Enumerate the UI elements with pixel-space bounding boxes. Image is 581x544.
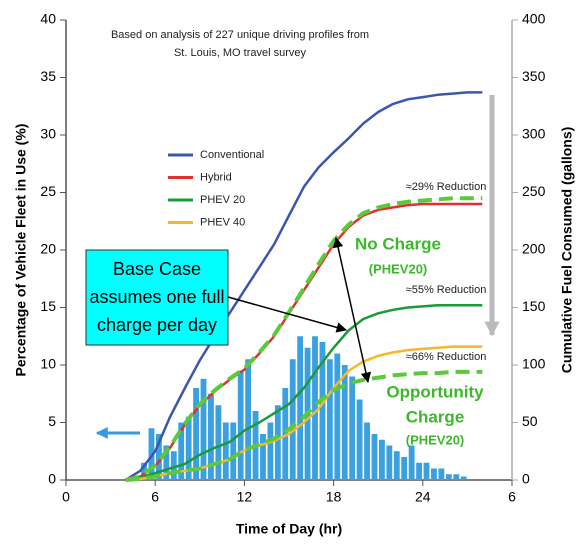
annotation: Opportunity <box>386 382 484 401</box>
bar <box>326 359 333 480</box>
bar <box>193 388 199 480</box>
y-axis-label: Percentage of Vehicle Fleet in Use (%) <box>13 124 29 377</box>
bar <box>170 451 177 480</box>
line <box>125 345 483 482</box>
bar <box>185 416 192 480</box>
y2-tick-label: 300 <box>522 126 546 142</box>
annotation: Based on analysis of 227 unique driving … <box>111 29 369 41</box>
bar <box>393 451 400 480</box>
bar <box>460 476 467 480</box>
bar <box>423 462 430 480</box>
x-tick-label: 18 <box>326 489 342 505</box>
x-tick-label: 0 <box>62 489 70 505</box>
bar <box>356 399 363 480</box>
annotation: ≈55% Reduction <box>406 284 487 296</box>
legend-label: PHEV 40 <box>200 216 245 228</box>
bar <box>408 445 415 480</box>
legend-label: PHEV 20 <box>200 194 245 206</box>
y2-tick-label: 50 <box>522 413 538 429</box>
y2-tick-label: 150 <box>522 298 546 314</box>
bar <box>208 393 214 480</box>
line <box>125 196 483 482</box>
annotation: ≈66% Reduction <box>406 351 487 363</box>
y-tick-label: 0 <box>48 471 56 487</box>
x-tick-label: 6 <box>151 489 159 505</box>
annotation: Charge <box>406 407 465 426</box>
bar <box>319 342 326 480</box>
line <box>124 91 483 482</box>
bar <box>364 422 370 480</box>
legend-label: Hybrid <box>200 171 232 183</box>
annotation: No Charge <box>355 234 441 253</box>
bar <box>282 388 289 480</box>
y-tick-label: 40 <box>40 11 56 27</box>
y2-tick-label: 350 <box>522 68 546 84</box>
y2-tick-label: 400 <box>522 11 546 27</box>
bar <box>245 359 252 480</box>
arrow <box>227 296 348 333</box>
bar <box>445 474 452 480</box>
bar <box>401 457 408 480</box>
x-tick-label: 12 <box>237 489 253 505</box>
bar <box>274 405 281 480</box>
bar <box>222 422 229 480</box>
bar <box>349 376 356 480</box>
annotation: ≈29% Reduction <box>406 181 487 193</box>
annotation: (PHEV20) <box>406 432 465 447</box>
bar <box>215 405 222 480</box>
y-tick-label: 20 <box>40 241 56 257</box>
annotation: assumes one full <box>89 287 224 307</box>
y-tick-label: 5 <box>48 413 56 429</box>
bar <box>386 445 393 480</box>
line <box>125 369 483 482</box>
bar <box>297 336 304 480</box>
bar <box>312 336 318 480</box>
bar <box>178 422 185 480</box>
bar <box>438 468 445 480</box>
bar <box>267 422 274 480</box>
legend-label: Conventional <box>200 149 264 161</box>
x-axis-label: Time of Day (hr) <box>236 521 342 537</box>
annotation: (PHEV20) <box>369 261 428 276</box>
bar <box>237 370 244 480</box>
y-tick-label: 10 <box>40 356 56 372</box>
y2-tick-label: 200 <box>522 241 546 257</box>
labels: Time of Day (hr) Percentage of Vehicle Fl… <box>13 29 575 537</box>
arrow <box>332 236 372 384</box>
bar <box>334 353 341 480</box>
bar <box>289 359 296 480</box>
x-tick-label: 24 <box>415 489 431 505</box>
bar <box>379 439 385 480</box>
bar <box>163 445 170 480</box>
y2-tick-label: 0 <box>522 471 530 487</box>
bar <box>200 378 207 480</box>
bar <box>260 434 266 480</box>
bar <box>371 434 378 480</box>
y2-axis-label: Cumulative Fuel Consumed (gallons) <box>559 127 575 374</box>
bar <box>416 462 422 480</box>
y-tick-label: 35 <box>40 68 56 84</box>
annotation-box <box>85 249 229 346</box>
bar <box>230 422 237 480</box>
bar <box>431 468 437 480</box>
y-tick-label: 30 <box>40 126 56 142</box>
y2-tick-label: 250 <box>522 183 546 199</box>
y-tick-label: 25 <box>40 183 56 199</box>
bar <box>156 434 162 480</box>
annotation: charge per day <box>97 315 217 335</box>
annotation: Base Case <box>113 259 201 279</box>
y2-tick-label: 100 <box>522 356 546 372</box>
bar <box>341 365 348 480</box>
plot: 0510152025303540050100150200250300350400… <box>40 11 545 505</box>
y-tick-label: 15 <box>40 298 56 314</box>
bar <box>453 474 460 480</box>
line <box>125 303 483 482</box>
x-tick-label: 6 <box>508 489 516 505</box>
annotation: St. Louis, MO travel survey <box>174 47 307 59</box>
